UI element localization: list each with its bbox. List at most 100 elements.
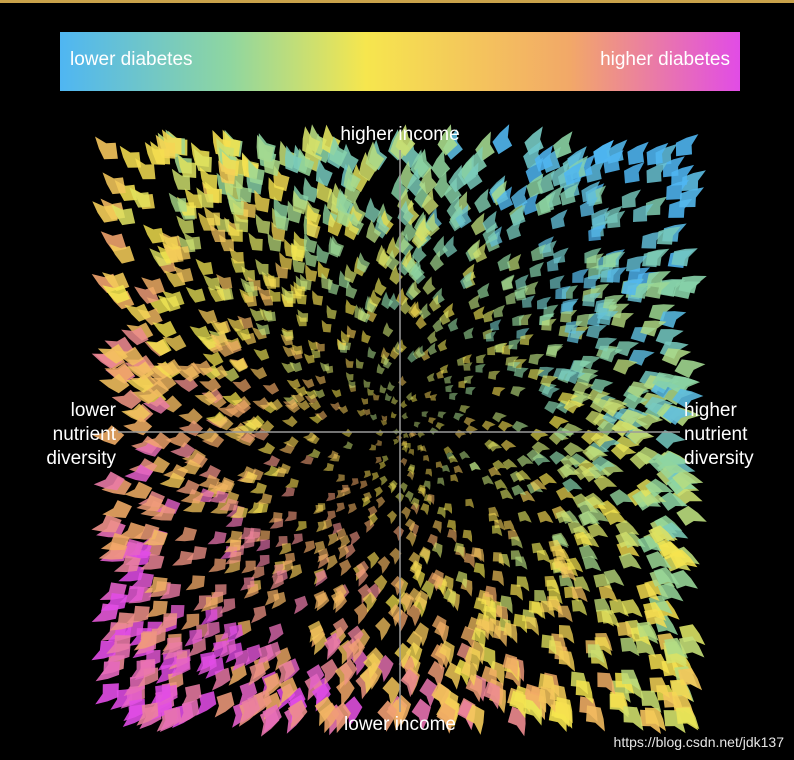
scatter-mark	[674, 359, 706, 378]
scatter-mark	[513, 367, 529, 378]
scatter-mark	[143, 224, 165, 244]
scatter-mark	[366, 296, 378, 314]
scatter-mark	[546, 256, 562, 272]
scatter-mark	[256, 554, 270, 568]
scatter-mark	[255, 530, 271, 542]
scatter-mark	[232, 212, 249, 233]
scatter-mark	[582, 555, 602, 572]
scatter-mark	[129, 572, 154, 589]
scatter-mark	[193, 148, 212, 173]
scatter-mark	[157, 295, 181, 312]
scatter-mark	[426, 372, 435, 382]
scatter-mark	[311, 683, 331, 712]
scatter-mark	[658, 491, 688, 511]
scatter-mark	[92, 425, 125, 445]
scatter-mark	[255, 322, 270, 336]
scatter-mark	[646, 162, 668, 184]
scatter-mark	[328, 236, 342, 258]
scatter-mark	[446, 519, 456, 533]
scatter-mark	[284, 511, 297, 522]
scatter-mark	[189, 325, 211, 341]
top-border	[0, 0, 794, 3]
scatter-mark	[443, 446, 454, 455]
scatter-mark	[509, 690, 527, 719]
scatter-mark	[603, 150, 624, 174]
scatter-mark	[337, 405, 349, 414]
scatter-mark	[224, 551, 242, 565]
scatter-mark	[521, 295, 535, 308]
scatter-mark	[462, 354, 472, 364]
scatter-mark	[336, 677, 355, 707]
scatter-mark	[577, 368, 599, 382]
scatter-mark	[296, 400, 310, 411]
axis-label-right-line-2: nutrient	[684, 424, 748, 445]
scatter-mark	[332, 617, 349, 641]
scatter-mark	[500, 489, 514, 500]
scatter-mark	[510, 584, 523, 601]
scatter-mark	[599, 348, 623, 363]
scatter-mark	[196, 691, 217, 716]
scatter-mark	[646, 551, 672, 569]
scatter-mark	[144, 576, 168, 593]
scatter-mark	[413, 421, 421, 428]
scatter-mark	[657, 582, 684, 602]
scatter-mark	[102, 172, 126, 195]
scatter-mark	[407, 350, 417, 363]
scatter-mark	[373, 574, 388, 595]
scatter-mark	[181, 684, 202, 708]
scatter-mark	[620, 409, 647, 427]
scatter-mark	[241, 560, 256, 574]
scatter-mark	[475, 364, 486, 373]
scatter-mark	[548, 415, 569, 429]
scatter-mark	[463, 327, 474, 340]
scatter-marks	[91, 124, 707, 737]
scatter-mark	[501, 275, 515, 291]
scatter-mark	[487, 617, 501, 640]
scatter-mark	[442, 235, 458, 258]
scatter-mark	[488, 370, 501, 380]
scatter-mark	[304, 389, 318, 400]
scatter-mark	[240, 577, 255, 591]
scatter-mark	[485, 331, 497, 342]
scatter-mark	[195, 258, 214, 276]
scatter-mark	[303, 540, 316, 554]
scatter-mark	[566, 330, 586, 344]
scatter-mark	[406, 392, 414, 401]
scatter-mark	[516, 328, 530, 339]
scatter-mark	[339, 659, 358, 686]
scatter-mark	[387, 381, 395, 392]
scatter-mark	[361, 397, 369, 405]
scatter-mark	[287, 699, 308, 730]
scatter-mark	[327, 450, 339, 459]
scatter-mark	[489, 319, 502, 331]
scatter-mark	[535, 194, 553, 216]
scatter-mark	[175, 365, 200, 382]
scatter-mark	[595, 337, 618, 352]
scatter-mark	[375, 456, 382, 464]
scatter-mark	[410, 497, 420, 510]
scatter-mark	[219, 598, 236, 614]
scatter-mark	[320, 658, 339, 686]
scatter-mark	[429, 250, 444, 272]
scatter-mark	[146, 338, 172, 356]
scatter-mark	[436, 702, 456, 734]
scatter-mark	[446, 195, 464, 221]
scatter-mark	[336, 188, 352, 214]
scatter-mark	[307, 339, 318, 351]
scatter-mark	[498, 420, 514, 432]
scatter-mark	[559, 574, 575, 590]
scatter-mark	[279, 543, 292, 555]
scatter-mark	[384, 392, 392, 402]
scatter-mark	[162, 334, 187, 352]
scatter-mark	[368, 444, 377, 451]
scatter-mark	[538, 472, 557, 486]
scatter-mark	[102, 284, 130, 304]
scatter-mark	[541, 634, 557, 655]
scatter-mark	[621, 189, 641, 209]
axis-label-right-line-1: higher	[684, 400, 737, 421]
scatter-mark	[248, 232, 263, 251]
scatter-mark	[466, 704, 485, 735]
scatter-mark	[492, 552, 504, 566]
scatter-mark	[587, 523, 609, 538]
scatter-mark	[431, 569, 444, 588]
